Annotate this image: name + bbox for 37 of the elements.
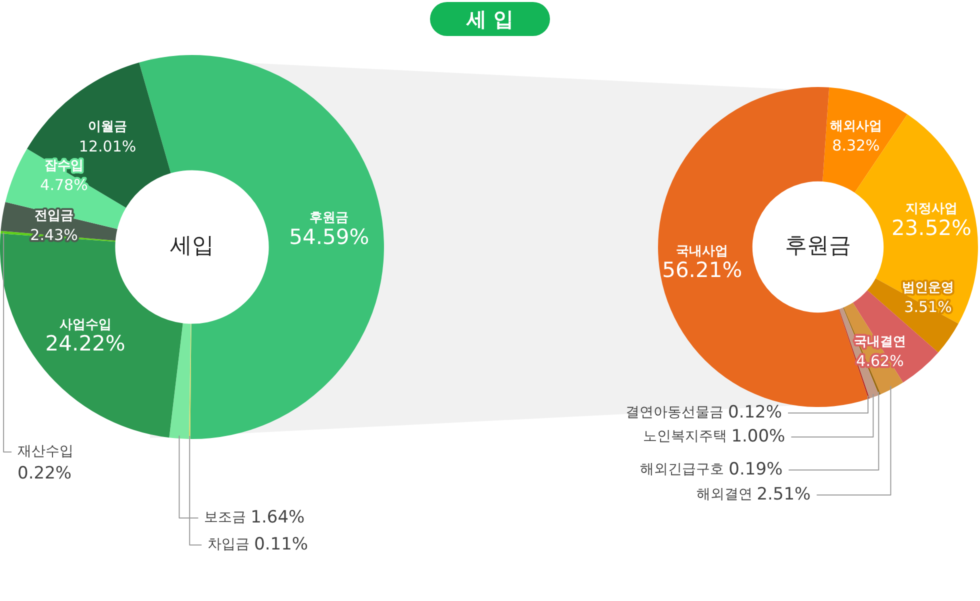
slice-label: 결연아동선물금 bbox=[626, 404, 724, 421]
data-label: 56.21% bbox=[662, 258, 742, 282]
data-label: 0.19% bbox=[728, 459, 783, 480]
slice-label: 사업수입 bbox=[59, 318, 112, 333]
data-label: 12.01% bbox=[78, 137, 136, 156]
slice-label: 해외긴급구호 bbox=[640, 462, 724, 478]
data-label: 0.11% bbox=[254, 534, 308, 554]
slice-label: 이월금 bbox=[88, 120, 128, 135]
data-label: 2.51% bbox=[756, 484, 811, 504]
data-label: 0.12% bbox=[728, 402, 782, 422]
text: 세 입 bbox=[430, 2, 550, 36]
data-label: 8.32% bbox=[832, 136, 880, 154]
text: 세입 bbox=[170, 234, 214, 259]
slice-label: 차입금 bbox=[208, 536, 250, 553]
data-label: 4.78% bbox=[40, 176, 88, 194]
slice-label: 재산수입 bbox=[18, 444, 74, 460]
data-label: 24.22% bbox=[45, 332, 126, 356]
slice-label: 해외결연 bbox=[696, 486, 752, 503]
slice-label: 해외사업 bbox=[830, 118, 882, 134]
data-label: 1.64% bbox=[250, 507, 305, 528]
text: 후원금 bbox=[785, 234, 851, 259]
data-label: 3.51% bbox=[904, 298, 952, 316]
slice-label: 지정사업 bbox=[905, 202, 958, 217]
slice-label: 잡수입 bbox=[44, 158, 84, 174]
data-label: 2.43% bbox=[30, 226, 78, 244]
data-label: 1.00% bbox=[731, 426, 786, 446]
slice-label: 후원금 bbox=[310, 210, 349, 226]
slice-label: 보조금 bbox=[204, 510, 246, 526]
data-label: 54.59% bbox=[289, 224, 370, 249]
slice-label: 국내결연 bbox=[854, 334, 906, 350]
data-label: 0.22% bbox=[18, 463, 72, 484]
slice-label: 노인복지주택 bbox=[642, 428, 727, 445]
slice-label: 국내사업 bbox=[676, 244, 728, 259]
data-label: 4.62% bbox=[856, 352, 904, 370]
data-label: 23.52% bbox=[891, 216, 972, 240]
slice-label: 전입금 bbox=[34, 208, 74, 224]
slice-label: 법인운영 bbox=[902, 280, 954, 296]
